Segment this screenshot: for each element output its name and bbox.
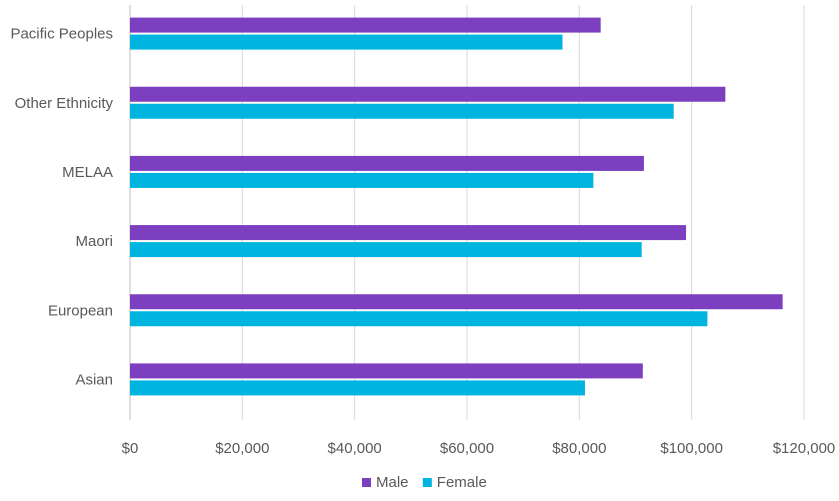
- x-tick-label: $0: [122, 440, 139, 457]
- legend-swatch-male: [362, 478, 371, 487]
- category-label: Other Ethnicity: [15, 95, 114, 112]
- legend-swatch-female: [423, 478, 432, 487]
- category-label: Maori: [75, 233, 113, 250]
- legend-label-female: Female: [437, 474, 487, 491]
- x-tick-label: $20,000: [215, 440, 269, 457]
- x-tick-label: $40,000: [328, 440, 382, 457]
- category-label: MELAA: [62, 164, 113, 181]
- legend: Male Female: [362, 474, 487, 491]
- bar-male: [130, 156, 644, 171]
- bar-female: [130, 380, 585, 395]
- bar-female: [130, 173, 593, 188]
- bar-male: [130, 87, 725, 102]
- bar-female: [130, 104, 674, 119]
- category-label: Asian: [75, 371, 113, 388]
- gridlines: [130, 5, 804, 420]
- x-tick-label: $80,000: [552, 440, 606, 457]
- category-label: Pacific Peoples: [10, 26, 113, 43]
- bar-male: [130, 294, 783, 309]
- bars: [130, 18, 783, 396]
- category-label: European: [48, 302, 113, 319]
- bar-female: [130, 311, 707, 326]
- legend-label-male: Male: [376, 474, 409, 491]
- bar-male: [130, 363, 643, 378]
- bar-female: [130, 35, 562, 50]
- x-tick-label: $100,000: [660, 440, 723, 457]
- x-tick-label: $60,000: [440, 440, 494, 457]
- bar-male: [130, 18, 601, 33]
- bar-male: [130, 225, 686, 240]
- x-tick-label: $120,000: [773, 440, 836, 457]
- bar-female: [130, 242, 642, 257]
